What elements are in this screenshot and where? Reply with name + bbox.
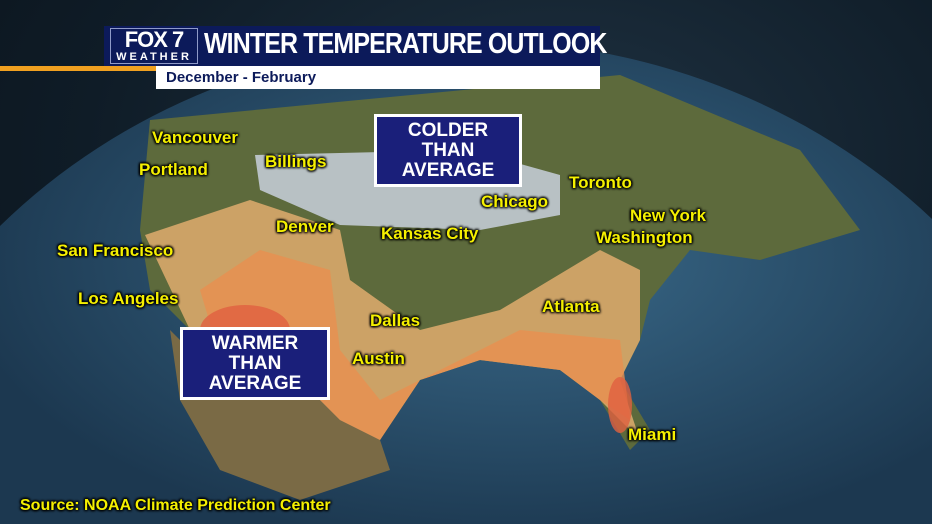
fox7-weather-logo: FOX 7 WEATHER xyxy=(110,28,198,64)
city-label: Austin xyxy=(352,349,405,368)
box-line: WARMER xyxy=(211,333,299,354)
city-label: Denver xyxy=(276,217,334,236)
city-label: Toronto xyxy=(569,173,632,192)
city-label: Atlanta xyxy=(542,297,600,316)
logo-subtext: WEATHER xyxy=(116,51,192,63)
logo-text: FOX 7 xyxy=(124,27,185,52)
city-label: Vancouver xyxy=(152,128,238,147)
florida-warm-core xyxy=(608,377,632,433)
land-mexico xyxy=(170,330,390,500)
accent-stripe xyxy=(0,66,156,71)
source-credit: Source: NOAA Climate Prediction Center xyxy=(20,497,331,514)
box-line: THAN xyxy=(421,140,475,161)
city-label: Chicago xyxy=(481,192,549,211)
box-line: THAN xyxy=(228,353,282,374)
city-label: Portland xyxy=(139,160,208,179)
colder-than-average-box: COLDER THAN AVERAGE xyxy=(374,114,522,187)
warmer-region-strong xyxy=(200,250,630,440)
city-label: Kansas City xyxy=(381,224,479,243)
box-line: COLDER xyxy=(407,120,489,141)
city-label: Miami xyxy=(628,425,677,444)
city-label: San Francisco xyxy=(57,241,174,260)
title-bar: FOX 7 WEATHER WINTER TEMPERATURE OUTLOOK xyxy=(104,26,607,66)
box-line: AVERAGE xyxy=(208,373,302,394)
city-label: New York xyxy=(630,206,706,225)
warmer-than-average-box: WARMER THAN AVERAGE xyxy=(180,327,330,400)
box-line: AVERAGE xyxy=(401,160,495,181)
city-label: Dallas xyxy=(370,311,421,330)
subtitle: December - February xyxy=(156,66,600,89)
page-title: WINTER TEMPERATURE OUTLOOK xyxy=(204,28,607,60)
city-label: Los Angeles xyxy=(78,289,179,308)
city-label: Billings xyxy=(265,152,327,171)
city-label: Washington xyxy=(596,228,693,247)
